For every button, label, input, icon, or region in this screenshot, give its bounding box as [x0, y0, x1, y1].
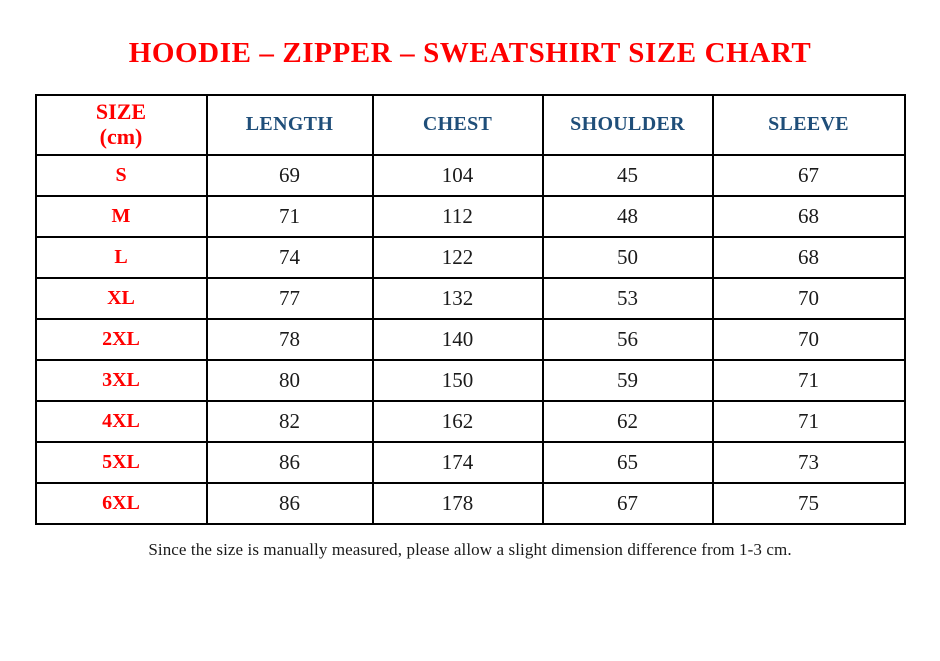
page-title: HOODIE – ZIPPER – SWEATSHIRT SIZE CHART [128, 37, 812, 69]
sleeve-value: 71 [711, 399, 906, 443]
chest-value: 174 [371, 440, 544, 484]
table-row-6xl: 6XL 86 178 67 75 [34, 481, 906, 525]
sleeve-value: 75 [711, 481, 906, 525]
shoulder-value: 48 [541, 194, 714, 238]
shoulder-value: 53 [541, 276, 714, 320]
header-sleeve: SLEEVE [711, 93, 906, 156]
size-label: L [34, 235, 208, 279]
length-value: 86 [205, 481, 374, 525]
chest-value: 162 [371, 399, 544, 443]
size-label: 3XL [34, 358, 208, 402]
table-row-s: S 69 104 45 67 [34, 153, 906, 197]
chest-value: 178 [371, 481, 544, 525]
length-value: 82 [205, 399, 374, 443]
sleeve-value: 67 [711, 153, 906, 197]
sleeve-value: 70 [711, 317, 906, 361]
chest-value: 140 [371, 317, 544, 361]
header-shoulder: SHOULDER [541, 93, 714, 156]
shoulder-value: 62 [541, 399, 714, 443]
size-chart-page: . HOODIE – ZIPPER – SWEATSHIRT SIZE CHAR… [0, 37, 940, 560]
length-value: 80 [205, 358, 374, 402]
table-row-l: L 74 122 50 68 [34, 235, 906, 279]
sleeve-value: 73 [711, 440, 906, 484]
table-row-xl: XL 77 132 53 70 [34, 276, 906, 320]
table-row-4xl: 4XL 82 162 62 71 [34, 399, 906, 443]
table-row-5xl: 5XL 86 174 65 73 [34, 440, 906, 484]
table-header-row: SIZE (cm) LENGTH CHEST SHOULDER SLEEVE [34, 93, 906, 156]
shoulder-value: 65 [541, 440, 714, 484]
length-value: 74 [205, 235, 374, 279]
length-value: 71 [205, 194, 374, 238]
shoulder-value: 56 [541, 317, 714, 361]
size-label: M [34, 194, 208, 238]
header-size-cm: SIZE (cm) [34, 93, 208, 156]
stray-dot: . [478, 43, 485, 56]
sleeve-value: 71 [711, 358, 906, 402]
size-label: 5XL [34, 440, 208, 484]
table-row-m: M 71 112 48 68 [34, 194, 906, 238]
header-length: LENGTH [205, 93, 374, 156]
chest-value: 150 [371, 358, 544, 402]
header-chest: CHEST [371, 93, 544, 156]
size-label: 6XL [34, 481, 208, 525]
sleeve-value: 68 [711, 235, 906, 279]
size-label: 4XL [34, 399, 208, 443]
sleeve-value: 70 [711, 276, 906, 320]
shoulder-value: 67 [541, 481, 714, 525]
size-chart-table: SIZE (cm) LENGTH CHEST SHOULDER SLEEVE S… [34, 93, 906, 525]
shoulder-value: 59 [541, 358, 714, 402]
length-value: 86 [205, 440, 374, 484]
chest-value: 112 [371, 194, 544, 238]
size-label: XL [34, 276, 208, 320]
chest-value: 104 [371, 153, 544, 197]
length-value: 77 [205, 276, 374, 320]
chest-value: 122 [371, 235, 544, 279]
length-value: 78 [205, 317, 374, 361]
table-row-2xl: 2XL 78 140 56 70 [34, 317, 906, 361]
size-label: S [34, 153, 208, 197]
sleeve-value: 68 [711, 194, 906, 238]
size-label: 2XL [34, 317, 208, 361]
length-value: 69 [205, 153, 374, 197]
measurement-note: Since the size is manually measured, ple… [148, 539, 792, 559]
shoulder-value: 45 [541, 153, 714, 197]
shoulder-value: 50 [541, 235, 714, 279]
header-size-line1: SIZE [95, 99, 147, 125]
table-row-3xl: 3XL 80 150 59 71 [34, 358, 906, 402]
header-size-line2: (cm) [99, 123, 143, 149]
chest-value: 132 [371, 276, 544, 320]
